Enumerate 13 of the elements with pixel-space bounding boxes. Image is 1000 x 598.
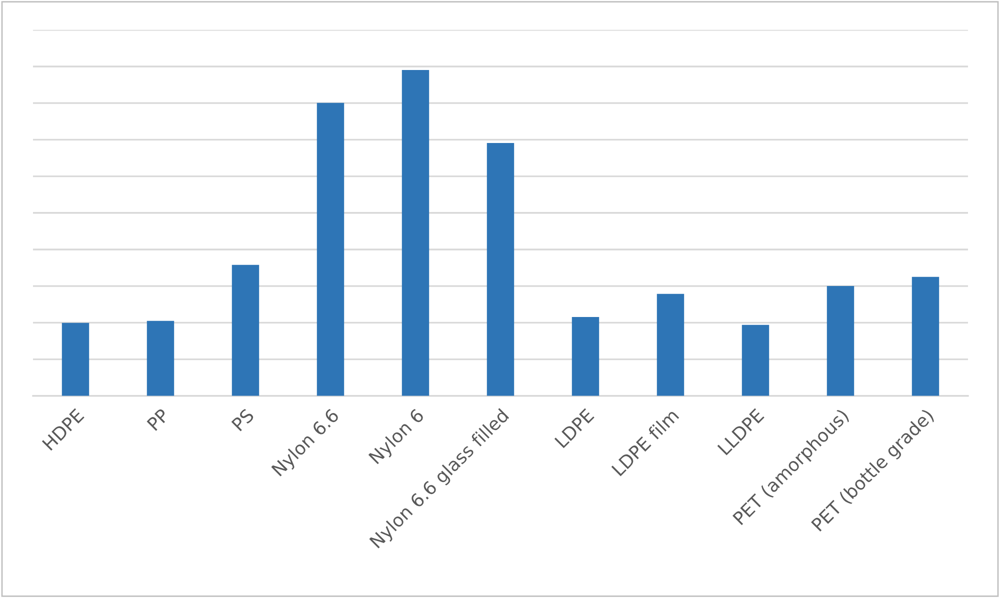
bar [486, 142, 514, 396]
bar [912, 276, 940, 396]
bar [742, 324, 770, 396]
bar [402, 70, 430, 396]
bar [572, 317, 600, 396]
bar [146, 320, 174, 396]
bar [232, 264, 260, 396]
x-tick-label: PP [146, 408, 170, 431]
bar [826, 286, 854, 396]
x-tick-label: PS [231, 408, 255, 432]
bar [62, 322, 90, 396]
bar [316, 102, 344, 396]
bar [656, 294, 684, 396]
